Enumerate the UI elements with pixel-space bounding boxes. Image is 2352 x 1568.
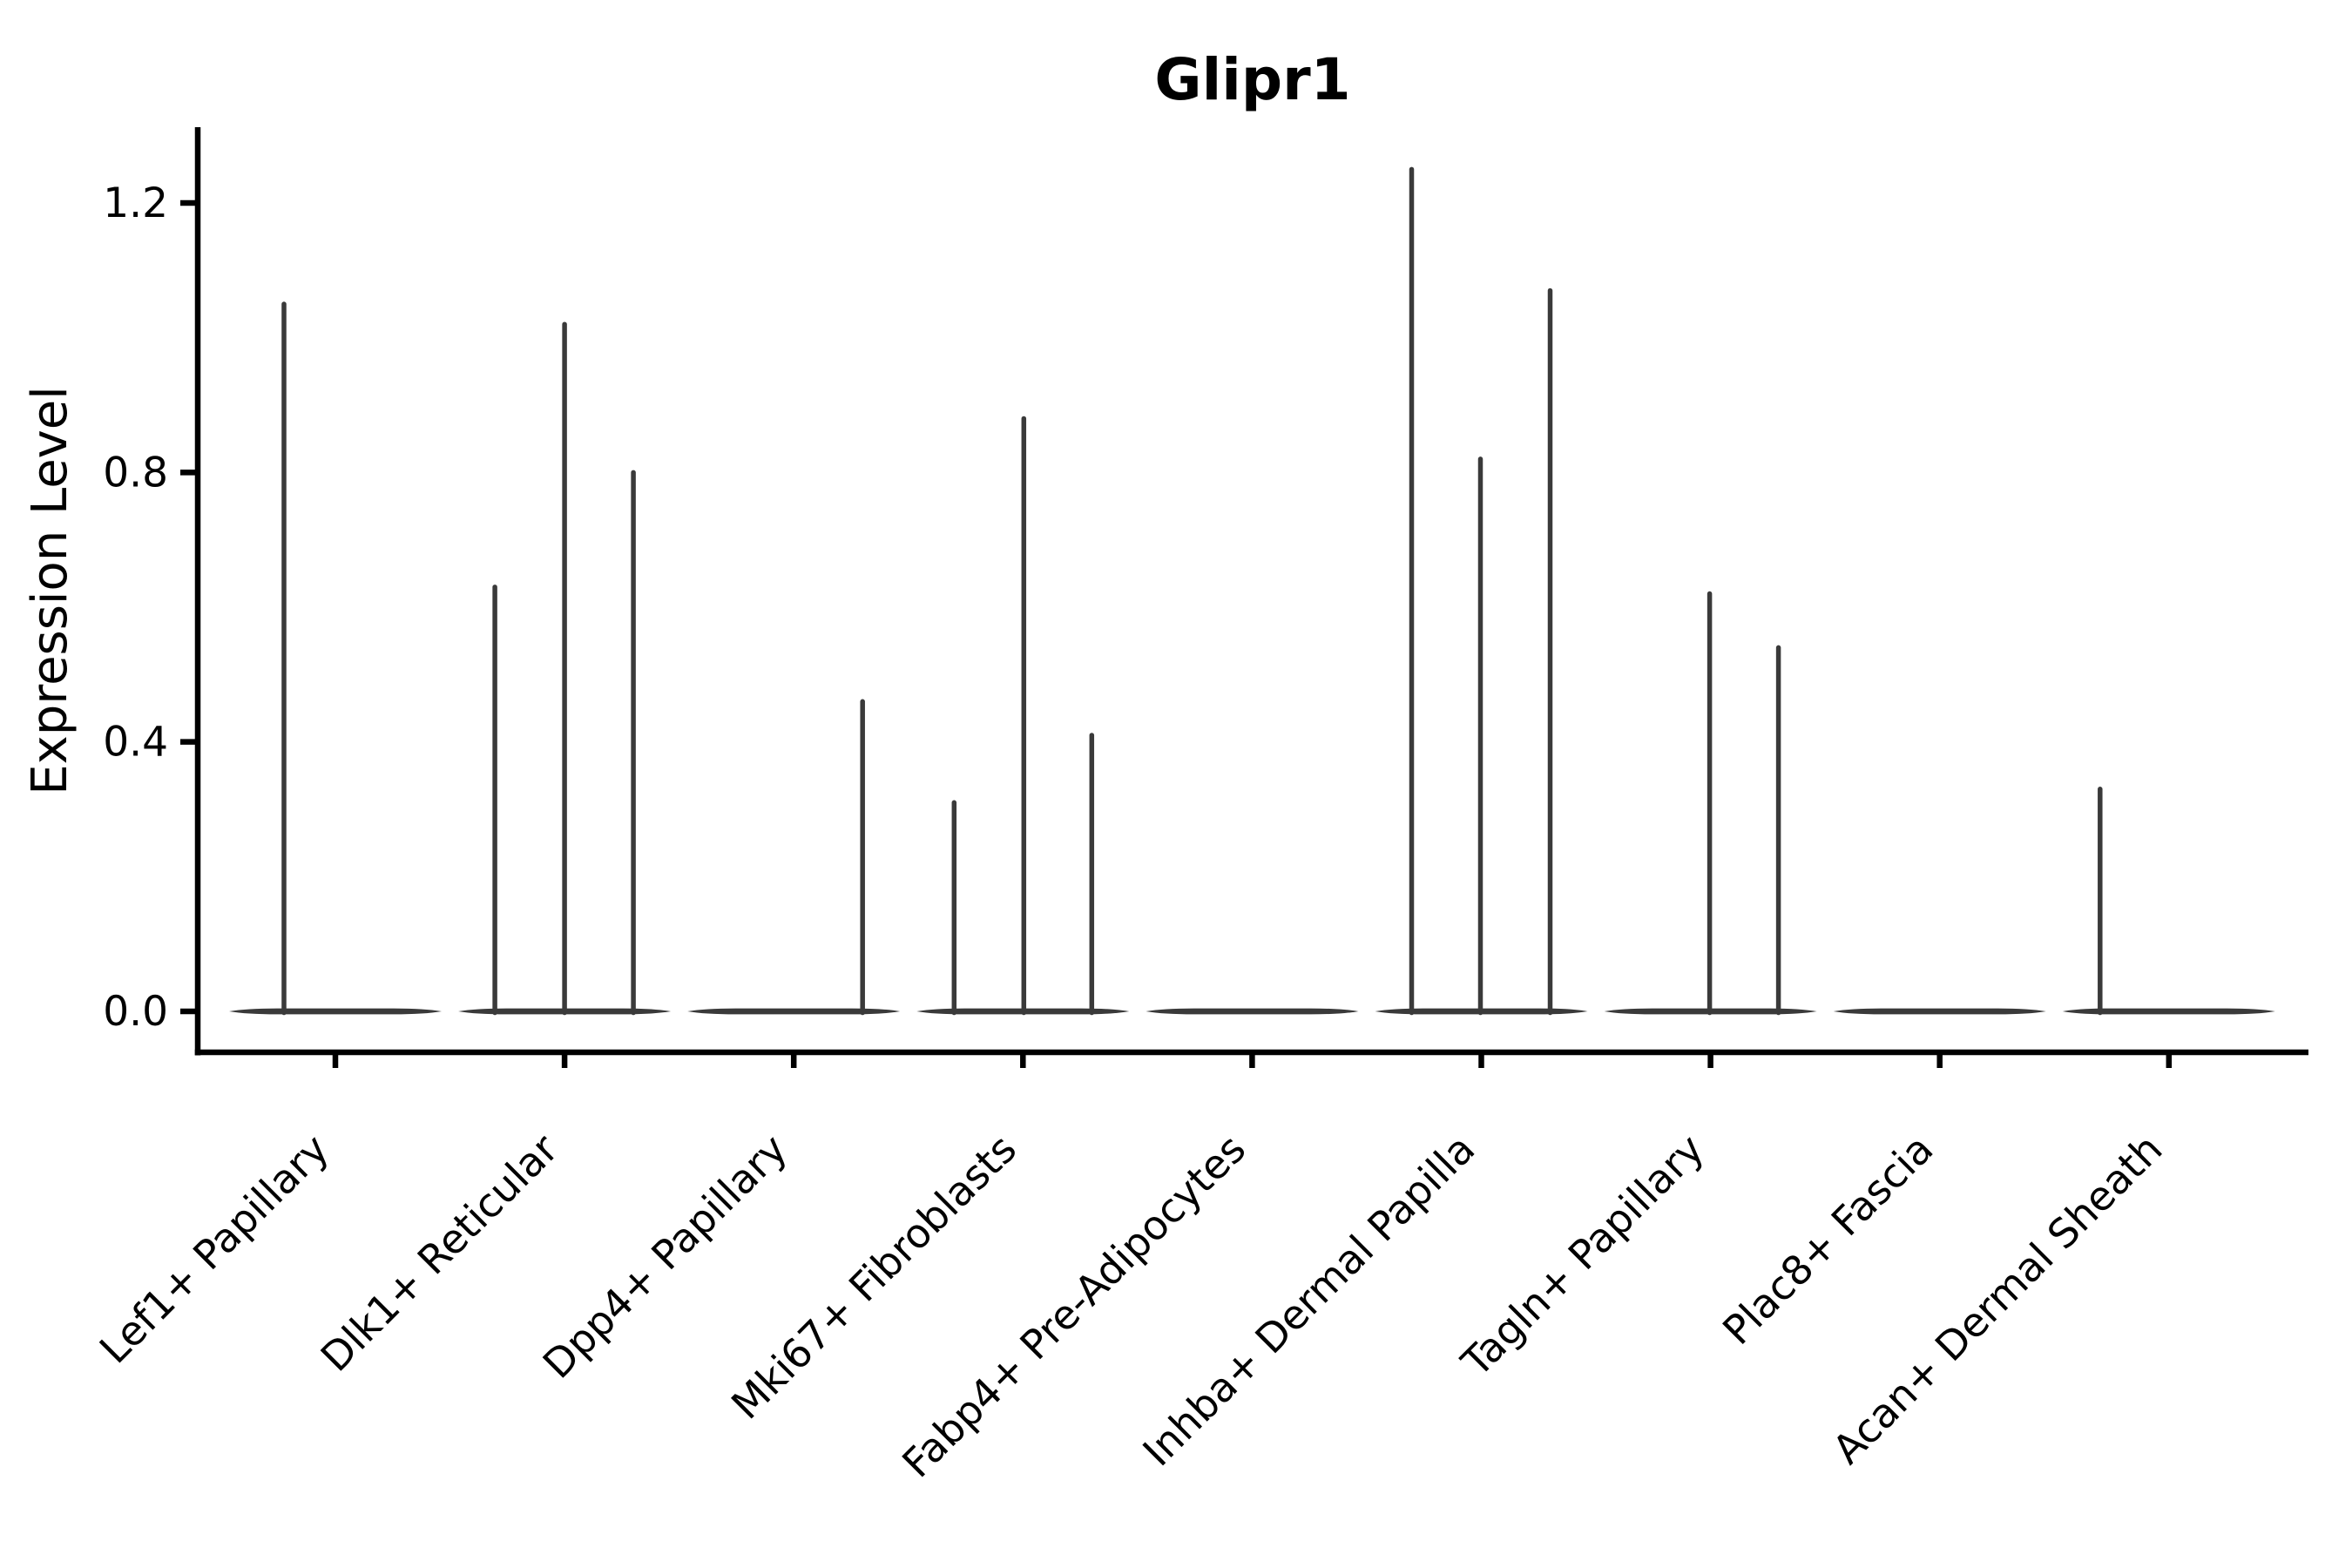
- y-axis-ticks: 0.0 0.4 0.8 1.2: [103, 179, 198, 1036]
- x-tick-label: Lef1+ Papillary: [91, 1125, 338, 1373]
- y-tick-label: 0.4: [103, 719, 168, 767]
- y-tick-label: 0.8: [103, 449, 168, 497]
- x-tick-label: Dpp4+ Papillary: [534, 1125, 796, 1388]
- x-tick-label: Dlk1+ Reticular: [312, 1125, 567, 1381]
- y-tick-label: 1.2: [103, 179, 168, 227]
- violin-baseline: [2062, 1008, 2275, 1015]
- violin-baseline: [1833, 1008, 2046, 1015]
- y-tick-label: 0.0: [103, 988, 168, 1036]
- x-tick-label: Tagln+ Papillary: [1452, 1125, 1713, 1387]
- violin-baseline: [229, 1008, 442, 1015]
- violin-baseline: [1146, 1008, 1359, 1015]
- violin-baseline: [687, 1008, 901, 1015]
- chart-title: Glipr1: [1154, 46, 1350, 113]
- violins: [229, 166, 2275, 1016]
- y-axis-label: Expression Level: [22, 386, 78, 795]
- x-tick-label: Plac8+ Fascia: [1713, 1125, 1942, 1354]
